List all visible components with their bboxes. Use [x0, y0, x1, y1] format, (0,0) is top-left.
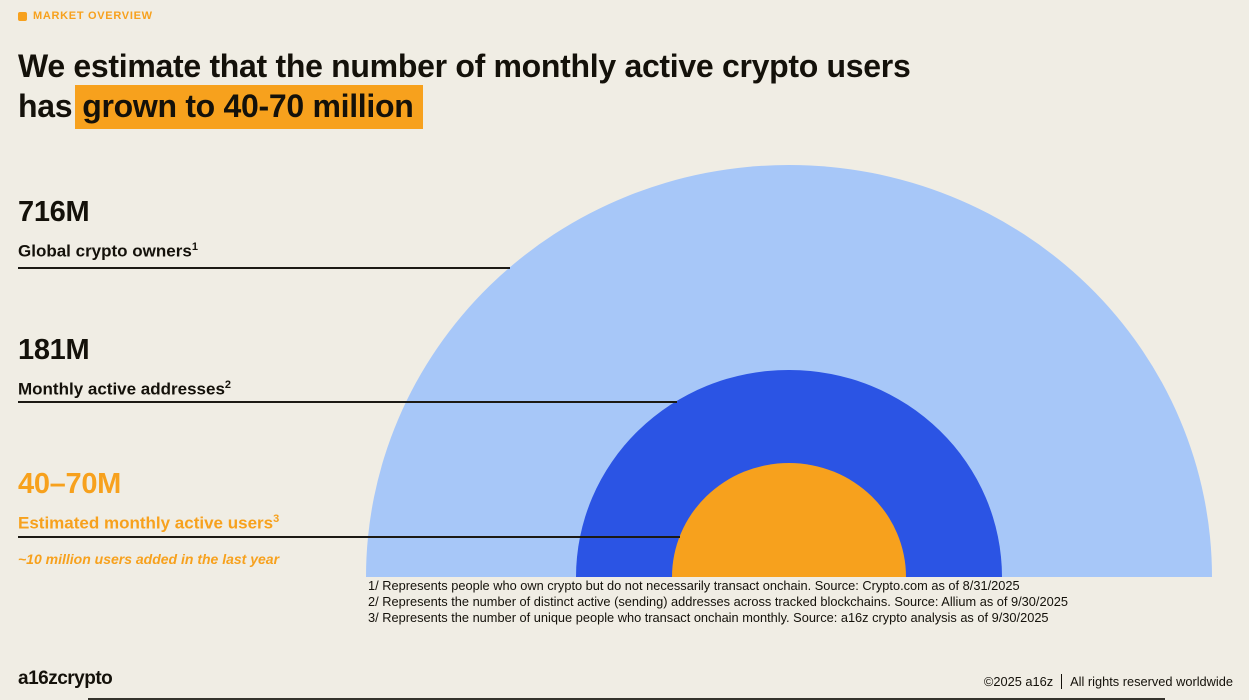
- metric-estimated-monthly-active-users: 40–70M Estimated monthly active users3: [18, 468, 279, 534]
- footnote-marker: 3: [273, 513, 280, 525]
- footer-copyright: ©2025 a16z All rights reserved worldwide: [984, 674, 1233, 689]
- metric-label-text: Global crypto owners: [18, 241, 192, 261]
- a16zcrypto-logo: a16zcrypto: [18, 668, 113, 689]
- footnotes: 1/ Represents people who own crypto but …: [368, 578, 1068, 625]
- metric-label: Monthly active addresses2: [18, 375, 231, 400]
- bullet-square-icon: [18, 11, 27, 21]
- leader-line-global-crypto-owners: [18, 267, 510, 269]
- copyright-text: ©2025 a16z: [983, 674, 1054, 689]
- metric-label-text: Estimated monthly active users: [18, 513, 274, 533]
- title-line2-prefix: has: [18, 88, 73, 124]
- page-title: We estimate that the number of monthly a…: [18, 46, 911, 129]
- metric-label: Global crypto owners1: [18, 237, 198, 262]
- metric-monthly-active-addresses: 181M Monthly active addresses2: [18, 334, 231, 400]
- metric-global-crypto-owners: 716M Global crypto owners1: [18, 196, 198, 262]
- annotation-users-added: ~10 million users added in the last year: [18, 551, 280, 567]
- metric-value: 181M: [18, 334, 90, 366]
- leader-line-monthly-active-addresses: [18, 401, 677, 403]
- metric-label: Estimated monthly active users3: [18, 509, 279, 534]
- footer-divider: [1061, 674, 1063, 689]
- footnote-marker: 1: [191, 241, 198, 253]
- eyebrow-label: MARKET OVERVIEW: [33, 10, 153, 22]
- footnote-2: 2/ Represents the number of distinct act…: [368, 593, 1068, 609]
- footnote-3: 3/ Represents the number of unique peopl…: [368, 609, 1049, 625]
- leader-line-estimated-monthly-active-users: [18, 536, 680, 538]
- metric-label-text: Monthly active addresses: [18, 379, 225, 399]
- title-highlight: grown to 40-70 million: [75, 85, 424, 129]
- bottom-edge-line: [88, 698, 1165, 700]
- footnote-marker: 2: [224, 379, 232, 391]
- title-line1: We estimate that the number of monthly a…: [18, 48, 911, 84]
- footnote-1: 1/ Represents people who own crypto but …: [368, 578, 1020, 593]
- eyebrow: MARKET OVERVIEW: [18, 10, 153, 22]
- rights-text: All rights reserved worldwide: [1070, 674, 1233, 689]
- metric-value: 40–70M: [18, 468, 121, 500]
- metric-value: 716M: [18, 196, 90, 228]
